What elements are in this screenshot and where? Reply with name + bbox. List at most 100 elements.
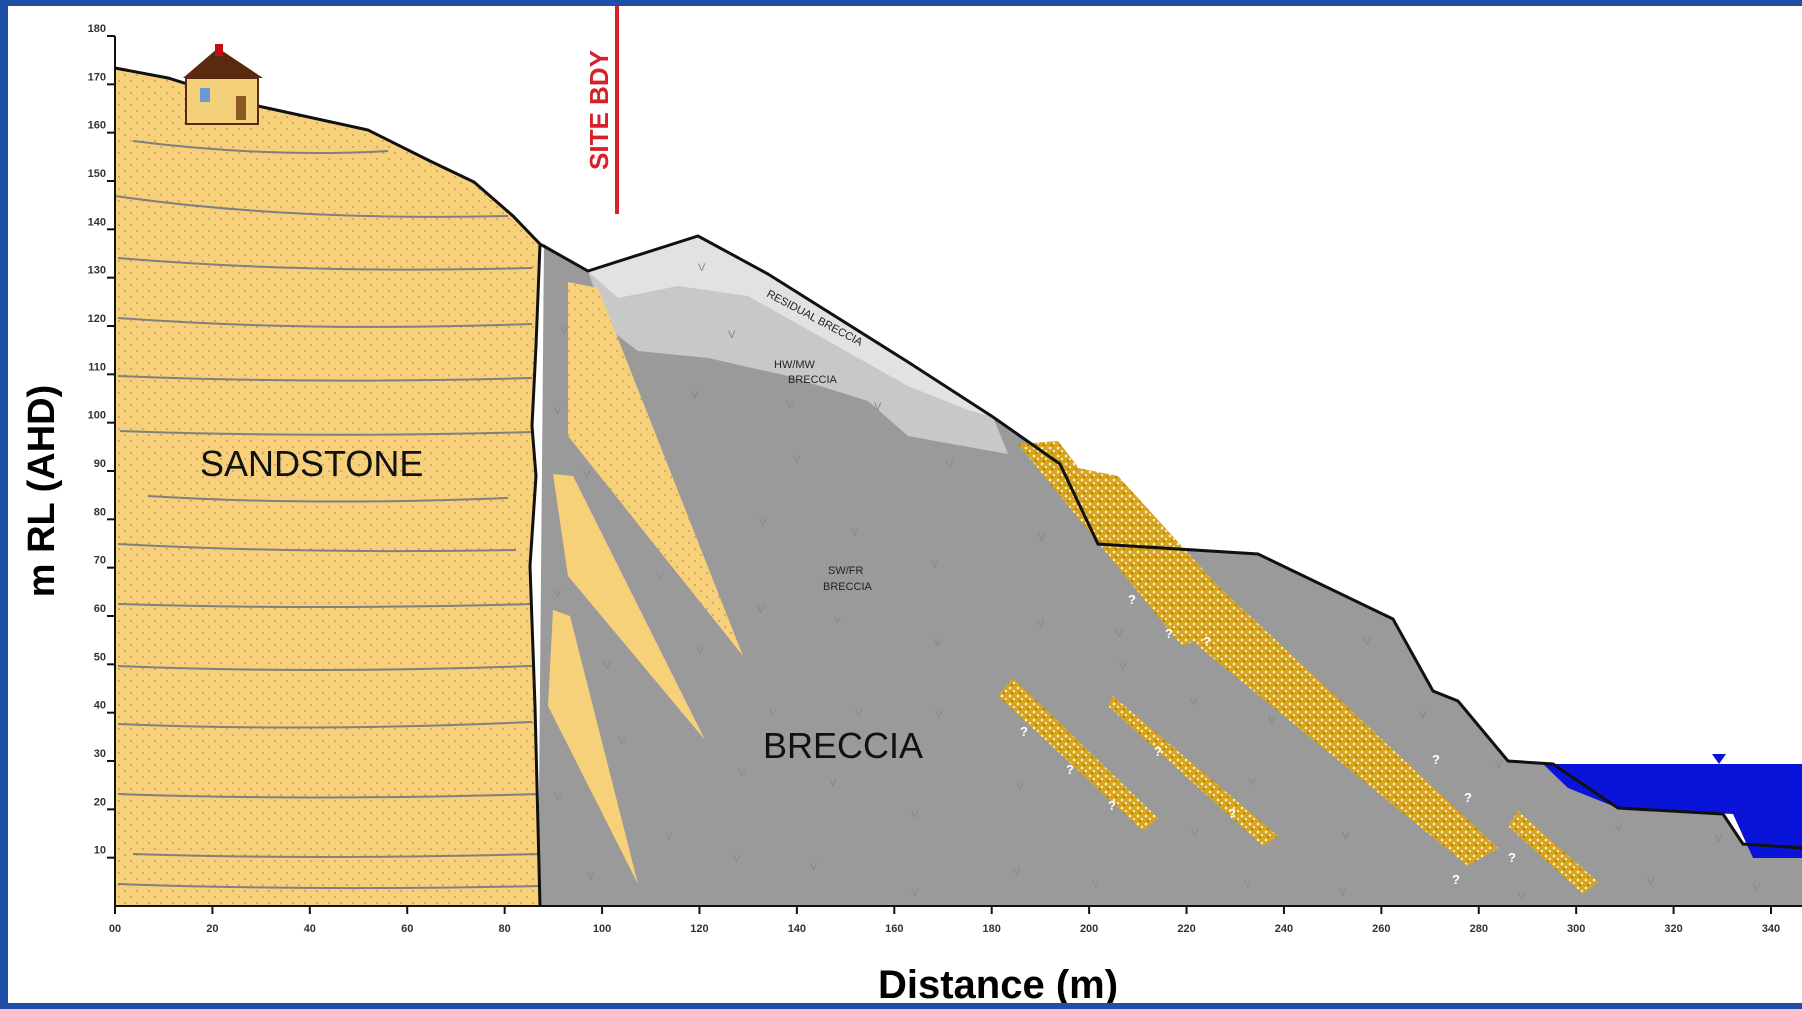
breccia-label: BRECCIA xyxy=(763,725,923,766)
v-mark: V xyxy=(1615,822,1623,834)
v-mark: V xyxy=(1038,532,1046,544)
q-mark: ? xyxy=(1165,626,1173,641)
y-tick-label: 170 xyxy=(88,71,106,83)
x-tick-label: 120 xyxy=(690,923,708,935)
swfr-breccia-label-1: SW/FR xyxy=(828,565,863,577)
x-tick-label: 340 xyxy=(1762,923,1780,935)
v-mark: V xyxy=(1518,891,1526,903)
y-tick-label: 10 xyxy=(94,845,106,857)
v-mark: V xyxy=(1339,887,1347,899)
q-mark: ? xyxy=(1020,724,1028,739)
v-mark: V xyxy=(665,831,673,843)
y-tick-label: 120 xyxy=(88,313,106,325)
v-mark: V xyxy=(810,861,818,873)
v-mark: V xyxy=(1753,882,1761,894)
hwmw-breccia-label-2: BRECCIA xyxy=(788,374,838,386)
v-mark: V xyxy=(1115,628,1123,640)
v-mark: V xyxy=(946,459,954,471)
residual-breccia-unit xyxy=(588,236,993,417)
q-mark: ? xyxy=(1128,592,1136,607)
y-tick-label: 180 xyxy=(88,23,106,35)
x-tick-label: 40 xyxy=(304,923,316,935)
diagram-frame: SITE BDY SANDSTONE BRECCIA RESIDUAL BREC… xyxy=(8,6,1802,1003)
x-tick-label: 320 xyxy=(1664,923,1682,935)
v-mark: V xyxy=(1363,636,1371,648)
x-tick-label: 00 xyxy=(109,923,121,935)
v-mark: V xyxy=(1647,876,1655,888)
q-mark: ? xyxy=(1228,806,1236,821)
v-mark: V xyxy=(691,389,699,401)
y-tick-label: 90 xyxy=(94,458,106,470)
contact-line xyxy=(528,243,542,907)
x-tick-label: 80 xyxy=(499,923,511,935)
v-mark: V xyxy=(1013,866,1021,878)
v-mark: V xyxy=(757,604,765,616)
v-mark: V xyxy=(911,887,919,899)
q-mark: ? xyxy=(1464,790,1472,805)
v-mark: V xyxy=(1715,833,1723,845)
bedding-lines xyxy=(114,140,541,890)
ground-surface-line xyxy=(114,66,1802,850)
y-tick-label: 30 xyxy=(94,748,106,760)
y-tick-label: 100 xyxy=(88,410,106,422)
v-mark: V xyxy=(1191,827,1199,839)
v-mark: V xyxy=(834,614,842,626)
axes: 10 20 30 40 50 60 70 80 90 100 110 120 130 140 150 160 1… xyxy=(88,23,1802,935)
hwmw-breccia-unit xyxy=(588,236,1008,454)
v-mark: V xyxy=(851,527,859,539)
site-boundary-label: SITE BDY xyxy=(584,50,614,170)
x-tick-label: 280 xyxy=(1470,923,1488,935)
x-tick-label: 260 xyxy=(1372,923,1390,935)
v-mark: V xyxy=(1119,661,1127,673)
x-axis-label: Distance (m) xyxy=(878,963,1118,1003)
q-mark: ? xyxy=(1066,762,1074,777)
v-marks: V V V V V V V V V V V V V V V V V V V V … xyxy=(554,262,1761,903)
v-mark: V xyxy=(583,469,591,481)
v-mark: V xyxy=(554,588,562,600)
v-mark: V xyxy=(587,871,595,883)
sandstone-label: SANDSTONE xyxy=(200,443,423,484)
cross-section-diagram: SITE BDY SANDSTONE BRECCIA RESIDUAL BREC… xyxy=(21,6,1802,1003)
x-tick-label: 200 xyxy=(1080,923,1098,935)
v-mark: V xyxy=(931,559,939,571)
x-tick-label: 300 xyxy=(1567,923,1585,935)
v-mark: V xyxy=(793,454,801,466)
v-mark: V xyxy=(1495,759,1503,771)
q-mark: ? xyxy=(1508,850,1516,865)
x-tick-label: 140 xyxy=(788,923,806,935)
x-tick-label: 220 xyxy=(1177,923,1195,935)
v-mark: V xyxy=(698,262,706,274)
v-mark: V xyxy=(1268,714,1276,726)
y-tick-label: 60 xyxy=(94,603,106,615)
q-mark: ? xyxy=(1452,872,1460,887)
v-mark: V xyxy=(733,853,741,865)
v-mark: V xyxy=(728,329,736,341)
y-tick-label: 80 xyxy=(94,506,106,518)
v-mark: V xyxy=(656,571,664,583)
v-mark: V xyxy=(1342,830,1350,842)
v-mark: V xyxy=(603,660,611,672)
v-mark: V xyxy=(738,767,746,779)
y-axis-label: m RL (AHD) xyxy=(21,385,63,598)
x-tick-label: 160 xyxy=(885,923,903,935)
v-mark: V xyxy=(1016,781,1024,793)
x-tick-label: 20 xyxy=(206,923,218,935)
y-tick-label: 160 xyxy=(88,120,106,132)
y-tick-label: 20 xyxy=(94,796,106,808)
v-mark: V xyxy=(696,645,704,657)
house-icon xyxy=(183,44,263,125)
v-mark: V xyxy=(618,735,626,747)
v-mark: V xyxy=(911,809,919,821)
y-tick-label: 50 xyxy=(94,651,106,663)
v-mark: V xyxy=(554,791,562,803)
v-mark: V xyxy=(855,707,863,719)
hwmw-breccia-label-1: HW/MW xyxy=(774,359,816,371)
x-tick-label: 60 xyxy=(401,923,413,935)
v-mark: V xyxy=(560,325,568,337)
v-mark: V xyxy=(759,517,767,529)
v-mark: V xyxy=(1248,776,1256,788)
q-mark: ? xyxy=(1203,634,1211,649)
y-tick-label: 140 xyxy=(88,216,106,228)
y-tick-label: 70 xyxy=(94,555,106,567)
question-marks: ? ? ? ? ? ? ? ? ? ? ? ? xyxy=(1020,592,1516,887)
